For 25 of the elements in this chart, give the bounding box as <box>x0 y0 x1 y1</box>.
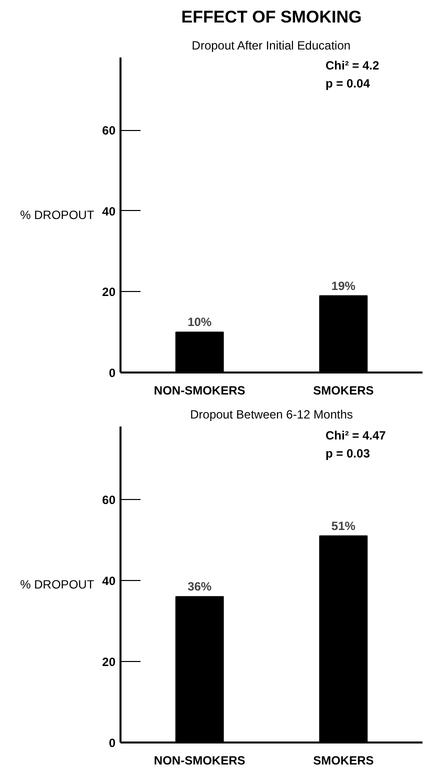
x-tick-label: NON-SMOKERS <box>154 754 246 768</box>
y-tick-label: 20 <box>102 285 116 300</box>
x-tick-label: SMOKERS <box>313 384 374 398</box>
y-axis-title: % DROPOUT <box>20 208 95 222</box>
chart-subtitle: Dropout After Initial Education <box>192 38 351 52</box>
y-tick-label: 60 <box>102 124 116 138</box>
y-tick-label: 40 <box>102 574 116 588</box>
chart-title: EFFECT OF SMOKING <box>181 8 362 26</box>
y-tick-label: 20 <box>102 654 116 669</box>
annotation: p = 0.03 <box>326 446 370 460</box>
y-tick-label: 60 <box>102 492 116 507</box>
data-label: 10% <box>188 315 212 330</box>
data-label: 36% <box>188 580 212 594</box>
y-tick-label: 0 <box>108 366 116 380</box>
y-tick-label: 0 <box>108 736 116 750</box>
annotation: Chi² = 4.47 <box>326 428 386 442</box>
x-tick-label: SMOKERS <box>313 754 374 768</box>
y-axis-title: % DROPOUT <box>20 578 95 592</box>
data-label: 51% <box>331 518 356 533</box>
y-tick-label: 40 <box>102 204 116 218</box>
annotation: Chi² = 4.2 <box>326 58 380 72</box>
chart-subtitle: Dropout Between 6-12 Months <box>190 408 353 422</box>
data-label: 19% <box>331 278 356 293</box>
annotation: p = 0.04 <box>326 76 370 90</box>
x-tick-label: NON-SMOKERS <box>154 384 246 398</box>
